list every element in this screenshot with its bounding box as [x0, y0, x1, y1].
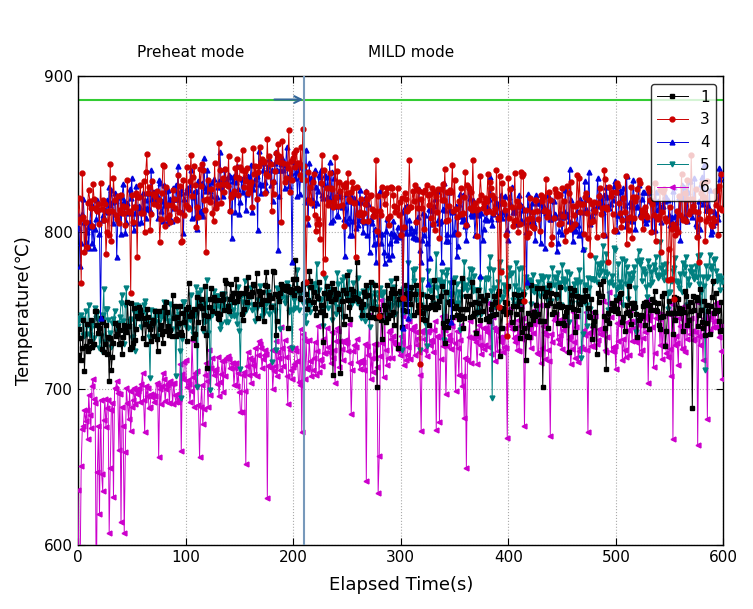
Y-axis label: Temperature(℃): Temperature(℃) [15, 236, 33, 385]
4 [74, 211, 83, 219]
6 [366, 376, 375, 383]
5 [656, 238, 665, 245]
5 [366, 292, 375, 300]
4 [506, 200, 515, 207]
1 [718, 326, 727, 333]
5 [454, 289, 463, 296]
6 [74, 487, 83, 494]
5 [177, 395, 186, 402]
6 [92, 596, 101, 603]
6 [559, 315, 569, 323]
1 [187, 309, 197, 316]
6 [188, 373, 197, 381]
1 [454, 315, 463, 323]
1 [366, 279, 375, 286]
4 [561, 186, 570, 194]
1 [239, 305, 248, 312]
5 [74, 322, 83, 329]
Line: 3: 3 [75, 127, 725, 366]
4 [282, 143, 291, 150]
6 [240, 388, 249, 395]
X-axis label: Elapsed Time(s): Elapsed Time(s) [328, 576, 473, 594]
4 [456, 191, 465, 198]
1 [687, 404, 697, 412]
5 [188, 331, 197, 338]
5 [240, 278, 249, 285]
Line: 4: 4 [75, 144, 725, 330]
5 [505, 264, 514, 272]
6 [605, 289, 614, 296]
4 [366, 215, 375, 222]
Line: 1: 1 [75, 258, 725, 410]
6 [718, 376, 727, 383]
Legend: 1, 3, 4, 5, 6: 1, 3, 4, 5, 6 [651, 83, 716, 202]
6 [505, 321, 514, 328]
5 [559, 280, 569, 287]
3 [506, 185, 515, 192]
Text: Preheat mode: Preheat mode [137, 46, 245, 60]
3 [561, 238, 570, 245]
3 [74, 218, 83, 225]
Line: 5: 5 [75, 239, 725, 401]
3 [187, 192, 197, 200]
3 [298, 125, 307, 133]
Line: 6: 6 [75, 290, 725, 602]
1 [74, 352, 83, 359]
4 [718, 171, 727, 178]
4 [398, 324, 407, 331]
3 [718, 206, 727, 214]
4 [239, 174, 248, 181]
6 [454, 371, 463, 379]
5 [718, 278, 727, 286]
1 [291, 256, 300, 264]
1 [505, 309, 514, 316]
3 [366, 191, 375, 199]
3 [416, 360, 425, 367]
Text: MILD mode: MILD mode [368, 46, 455, 60]
3 [456, 210, 465, 217]
1 [559, 322, 569, 329]
4 [187, 214, 197, 222]
3 [239, 183, 248, 191]
